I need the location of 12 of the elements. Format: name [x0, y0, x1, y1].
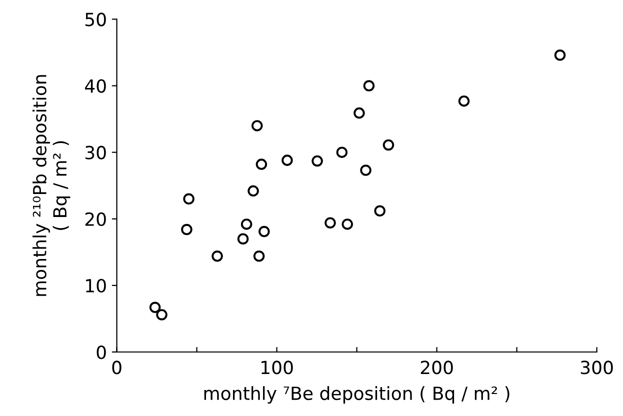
y-tick-label: 20 [85, 212, 106, 226]
y-tick-label: 30 [85, 146, 106, 160]
y-tick-label: 40 [84, 79, 106, 93]
y-tick-label: 10 [86, 278, 106, 293]
y-axis-title: monthly ²¹⁰Pb deposition ( Bq / m² ) [32, 75, 70, 296]
x-tick-label: 200 [420, 360, 453, 374]
x-tick-label: 0 [112, 360, 122, 374]
x-tick-label: 300 [580, 360, 613, 374]
y-tick-label: 50 [85, 12, 106, 26]
x-tick-label: 100 [262, 360, 293, 374]
y-tick-label: 0 [96, 345, 106, 360]
x-axis-title: monthly ⁷Be deposition ( Bq / m² ) [204, 386, 510, 404]
